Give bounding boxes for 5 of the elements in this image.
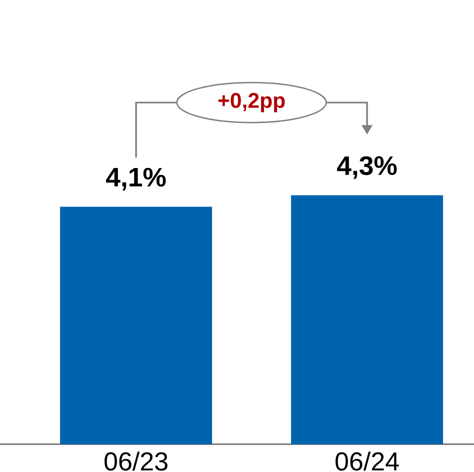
text: +0,2pp (218, 92, 285, 112)
x-tick-label: 06/23 (104, 452, 168, 471)
data-label: 4,3% (337, 156, 397, 179)
x-tick-label: 06/24 (336, 452, 399, 471)
data-label: 4,1% (106, 168, 166, 191)
